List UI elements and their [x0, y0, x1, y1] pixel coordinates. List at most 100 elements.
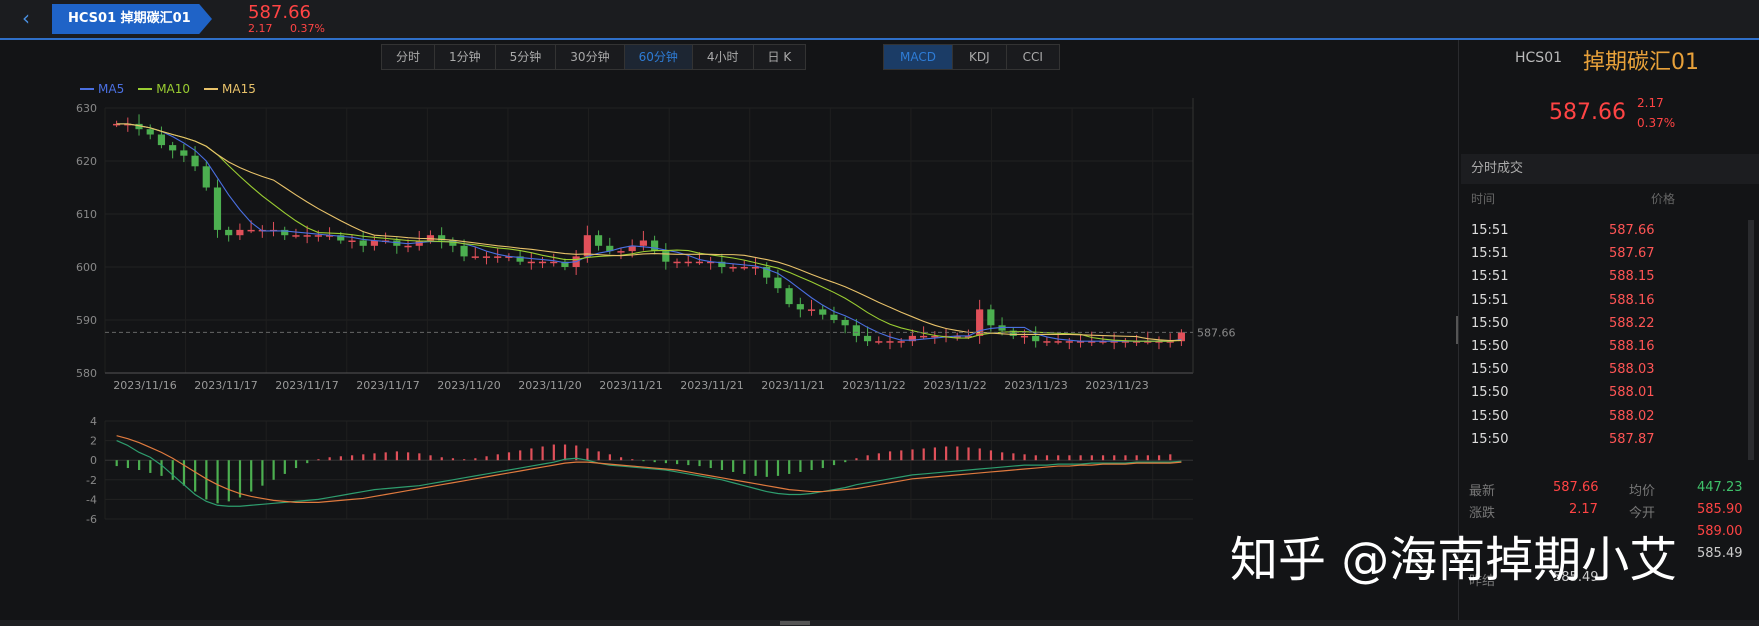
candle-body	[1076, 341, 1085, 343]
trade-price: 588.16	[1609, 339, 1655, 354]
macd-bar	[743, 460, 746, 474]
price-tick-label: 630	[76, 102, 97, 115]
timeframe-6[interactable]: 日 K	[752, 44, 807, 70]
candle-body	[325, 235, 334, 237]
candle-body	[931, 335, 939, 338]
candle-body	[606, 245, 614, 252]
macd-bar	[395, 451, 399, 461]
date-tick-label: 2023/11/21	[761, 379, 824, 392]
timeframe-1[interactable]: 1分钟	[434, 44, 496, 70]
macd-bar	[115, 460, 118, 467]
macd-bar	[227, 460, 230, 502]
macd-bar	[182, 460, 186, 486]
macd-bar	[821, 460, 824, 469]
macd-bar	[732, 460, 735, 472]
timeframe-0[interactable]: 分时	[381, 44, 436, 70]
timeframe-4[interactable]: 60分钟	[623, 44, 693, 70]
macd-bar	[855, 458, 858, 461]
macd-bar	[507, 452, 511, 461]
horizontal-scrollbar[interactable]	[0, 620, 1759, 626]
timeframe-2[interactable]: 5分钟	[494, 44, 557, 70]
macd-tick-label: 0	[90, 454, 97, 467]
header-change: 2.17	[248, 22, 273, 35]
trade-time: 15:51	[1471, 223, 1509, 238]
macd-bar	[788, 460, 791, 474]
macd-bar	[283, 460, 286, 474]
price-tick-label: 620	[76, 155, 97, 168]
candle-body	[639, 240, 647, 246]
col-price-header: 价格	[1651, 192, 1676, 206]
instrument-tab[interactable]: HCS01 掉期碳汇01	[52, 4, 212, 34]
ma10-line	[116, 123, 1182, 342]
chevron-left-icon[interactable]: ‹	[22, 6, 30, 30]
price-tick-label: 600	[76, 261, 97, 274]
candle-body	[1020, 335, 1029, 338]
candle-body	[527, 261, 535, 264]
macd-bar	[373, 453, 376, 461]
candle-body	[1121, 341, 1129, 343]
candle-body	[471, 256, 479, 258]
macd-bar	[877, 453, 880, 461]
macd-tick-label: -4	[86, 493, 97, 506]
instrument-name: 掉期碳汇01	[1583, 50, 1699, 75]
price-tick-label: 610	[76, 208, 97, 221]
price-tick-label: 590	[76, 314, 97, 327]
macd-bar	[1113, 455, 1116, 461]
kline-chart[interactable]: 630 620 610 600 590 580 4 2 0 -2 -4 -6 2023/11/16 202…	[0, 40, 1456, 620]
trade-price: 588.15	[1609, 269, 1655, 285]
date-tick-label: 2023/11/17	[275, 379, 338, 392]
indicator-cci[interactable]: CCI	[1005, 44, 1060, 70]
macd-bar	[922, 448, 925, 461]
candle-body	[695, 261, 704, 264]
macd-tick-label: -2	[86, 474, 97, 487]
trade-row: 15:50 587.87	[1459, 432, 1759, 458]
trade-time: 15:50	[1471, 408, 1509, 424]
timeframe-5[interactable]: 4小时	[691, 44, 754, 70]
macd-bar	[978, 448, 981, 461]
macd-bar	[844, 460, 847, 463]
quote-change-pct: 0.37%	[1637, 116, 1676, 130]
candle-body	[1177, 332, 1185, 342]
col-time-header: 时间	[1471, 192, 1496, 206]
macd-bar	[1001, 452, 1004, 461]
scroll-thumb[interactable]	[780, 621, 810, 625]
macd-bar	[138, 460, 141, 470]
date-tick-label: 2023/11/23	[1085, 379, 1148, 392]
timeframe-3[interactable]: 30分钟	[555, 44, 625, 70]
candle-body	[886, 341, 894, 343]
indicator-kdj[interactable]: KDJ	[951, 44, 1007, 70]
macd-bar	[418, 453, 421, 461]
macd-bar	[350, 455, 354, 461]
candle-body	[449, 240, 457, 246]
candle-body	[247, 229, 255, 232]
trade-price: 588.01	[1609, 385, 1655, 401]
macd-bar	[653, 460, 656, 463]
candle-body	[684, 261, 692, 264]
panel-resize-handle[interactable]	[1456, 316, 1459, 344]
macd-bar	[967, 447, 970, 461]
candle-body	[113, 123, 121, 126]
candle-body	[796, 304, 804, 310]
indicator-macd[interactable]: MACD	[883, 44, 953, 70]
macd-bar	[888, 451, 892, 461]
macd-bar	[1124, 455, 1127, 461]
trades-scrollbar[interactable]	[1748, 220, 1754, 460]
timeframe-selector: 分时 1分钟 5分钟 30分钟 60分钟 4小时日 K	[381, 44, 807, 70]
candle-body	[785, 288, 793, 305]
macd-bar	[1146, 455, 1149, 461]
candle-body	[583, 235, 591, 257]
macd-bar	[765, 460, 768, 477]
ma-legend: MA5 MA10 MA15	[80, 82, 256, 96]
candle-body	[348, 240, 356, 242]
candle-body	[135, 123, 143, 130]
candle-body	[281, 229, 289, 236]
macd-bar	[810, 460, 813, 470]
trade-row: 15:51 587.66	[1459, 223, 1759, 249]
macd-bar	[149, 460, 152, 473]
dea-line	[116, 435, 1182, 503]
stat-open-label: 今开	[1629, 506, 1656, 521]
macd-bar	[463, 459, 466, 461]
candle-body	[774, 277, 782, 289]
macd-bar	[474, 458, 477, 461]
macd-bar	[1157, 455, 1161, 461]
